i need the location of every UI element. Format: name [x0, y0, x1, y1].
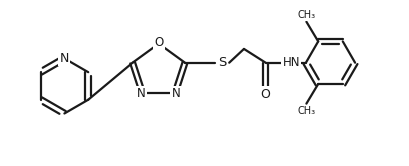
- Text: O: O: [154, 36, 163, 49]
- Text: N: N: [60, 52, 69, 65]
- Text: O: O: [260, 88, 270, 101]
- Text: CH₃: CH₃: [297, 106, 315, 116]
- Text: N: N: [137, 87, 146, 100]
- Text: N: N: [171, 87, 180, 100]
- Text: CH₃: CH₃: [297, 10, 315, 20]
- Text: HN: HN: [282, 56, 299, 69]
- Text: S: S: [218, 56, 226, 69]
